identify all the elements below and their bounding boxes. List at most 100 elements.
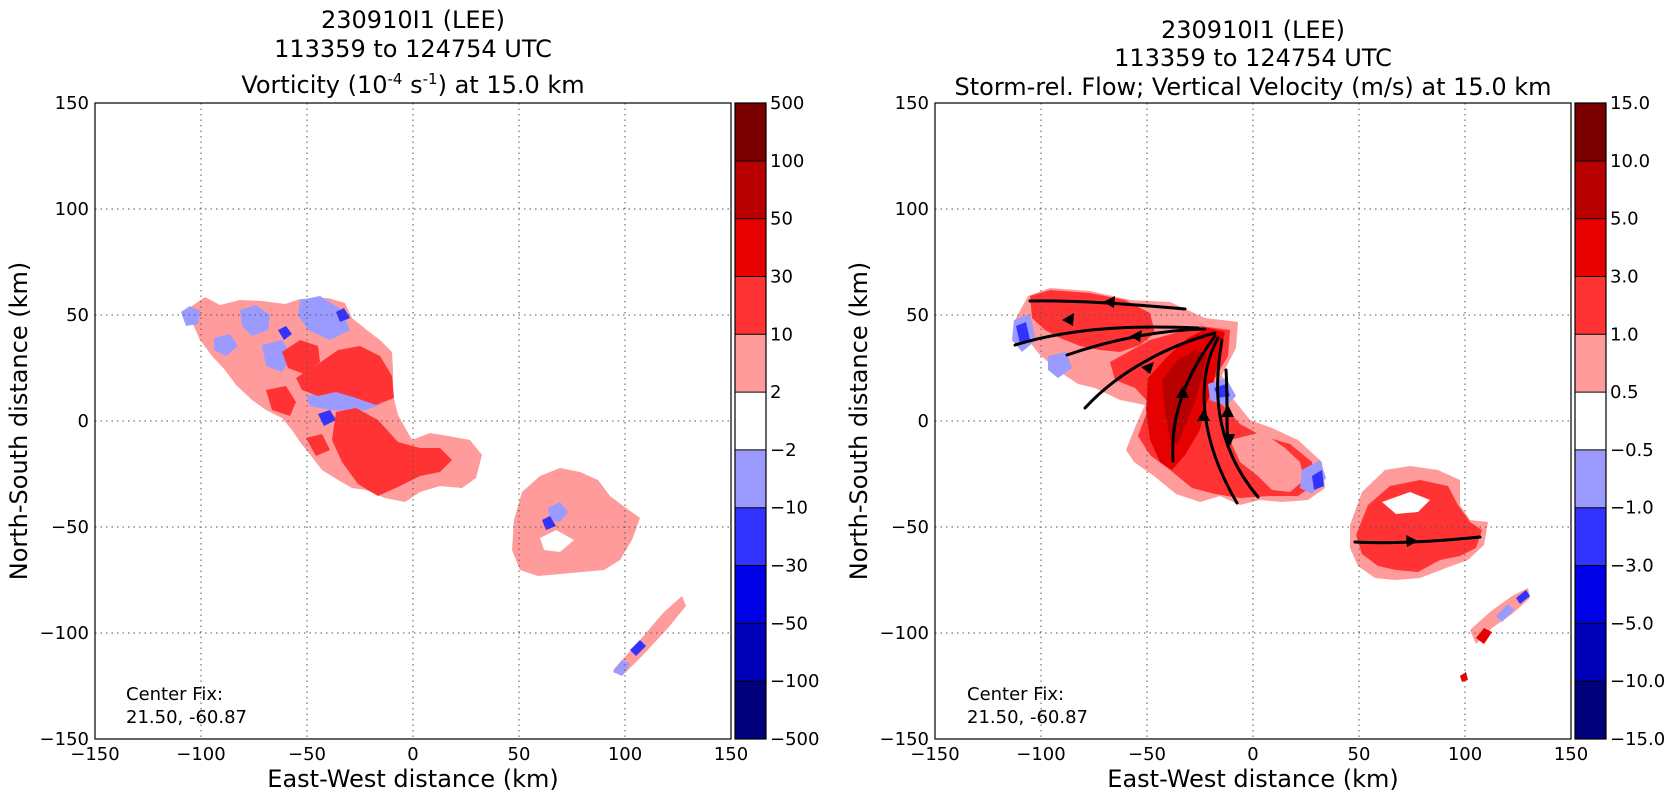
left-xtick-label: −100 — [176, 744, 225, 765]
right-xtick-label: 0 — [1247, 744, 1258, 765]
left-vort-pos-mid-2 — [282, 340, 320, 374]
left-vort-neg-light-lower-band — [613, 660, 630, 676]
left-x-ticks: −150 −100 −50 0 50 100 150 — [70, 744, 748, 765]
left-title-line3: Vorticity (10-4 s-1) at 15.0 km — [241, 70, 584, 99]
right-w-neg-mid-3 — [1312, 470, 1324, 490]
left-xtick-label: −150 — [70, 744, 119, 765]
left-vort-neg-light-3 — [298, 296, 350, 340]
left-colorbar-label: 10 — [770, 324, 793, 345]
left-title-line1: 230910I1 (LEE) — [321, 6, 505, 34]
left-colorbar-label: −50 — [770, 613, 808, 634]
right-w-neg-light-lower-band — [1496, 604, 1514, 622]
right-x-ticks: −150 −100 −50 0 50 100 150 — [910, 744, 1588, 765]
left-ytick-label: 100 — [55, 199, 89, 220]
left-title-line2: 113359 to 124754 UTC — [274, 35, 552, 63]
left-colorbar-label: 50 — [770, 209, 793, 230]
streamline-arrowhead — [1221, 405, 1234, 417]
left-colorbar-label: −100 — [770, 671, 819, 692]
left-xtick-label: 150 — [714, 744, 748, 765]
right-w-pos-strong-speck — [1460, 672, 1468, 682]
left-colorbar-segment — [735, 392, 766, 451]
streamline-arrowhead — [1130, 330, 1142, 342]
left-ytick-label: 150 — [55, 93, 89, 114]
right-colorbar-segment — [1575, 449, 1606, 509]
right-colorbar-segment — [1575, 276, 1606, 335]
left-title-part2: s — [402, 71, 422, 99]
streamline-arrowhead — [1062, 313, 1074, 326]
right-center-fix-label: Center Fix: — [967, 684, 1064, 705]
right-colorbar-label: −15.0 — [1610, 729, 1665, 750]
left-panel: 230910I1 (LEE) 113359 to 124754 UTC Vort… — [5, 6, 819, 793]
streamline — [1083, 331, 1217, 410]
streamline-arrowhead — [1103, 296, 1115, 308]
right-colorbar-label: −3.0 — [1610, 556, 1654, 577]
left-ytick-label: −100 — [40, 623, 89, 644]
left-title-part1: Vorticity (10 — [241, 71, 387, 99]
right-ytick-label: −100 — [880, 623, 929, 644]
right-w-pos-light-band — [1230, 432, 1304, 492]
left-ytick-label: −50 — [51, 517, 89, 538]
left-contour-field — [181, 296, 686, 676]
left-xtick-label: 50 — [508, 744, 531, 765]
left-colorbar-label: −500 — [770, 729, 819, 750]
left-colorbar-frame — [734, 102, 767, 740]
right-colorbar-segment — [1575, 623, 1606, 682]
streamline-arrowhead — [1197, 409, 1210, 421]
left-colorbar-segment — [735, 334, 766, 393]
left-vort-neg-mid-1 — [318, 410, 336, 426]
right-colorbar-label: −1.0 — [1610, 498, 1654, 519]
left-colorbar-label: −10 — [770, 498, 808, 519]
left-ytick-label: 50 — [66, 305, 89, 326]
left-y-axis-label: North-South distance (km) — [5, 262, 33, 581]
right-title-line3: Storm-rel. Flow; Vertical Velocity (m/s)… — [955, 73, 1552, 101]
right-colorbar-segment — [1575, 103, 1606, 162]
right-xtick-label: −150 — [910, 744, 959, 765]
right-plot-bg — [935, 103, 1571, 739]
left-colorbar-label: 500 — [770, 93, 804, 114]
right-colorbar-label: 0.5 — [1610, 382, 1639, 403]
right-x-axis-label: East-West distance (km) — [1107, 765, 1398, 793]
left-vort-pos-mid-4 — [266, 386, 296, 416]
left-y-ticks: 150 100 50 0 −50 −100 −150 — [40, 93, 89, 750]
left-plot-bg — [95, 103, 731, 739]
left-plot-frame — [94, 102, 732, 740]
left-colorbar-segment — [735, 276, 766, 335]
right-xtick-label: −100 — [1016, 744, 1065, 765]
left-colorbar-segment — [735, 623, 766, 682]
right-ytick-label: −50 — [891, 517, 929, 538]
right-colorbar-segment — [1575, 218, 1606, 277]
left-x-axis-label: East-West distance (km) — [267, 765, 558, 793]
left-vort-pos-mid-3 — [332, 408, 452, 496]
left-colorbar-segment — [735, 449, 766, 509]
right-colorbar: 15.0 10.0 5.0 3.0 1.0 0.5 −0.5 −1.0 −3.0 −5.0 −10.… — [1574, 93, 1665, 750]
streamline-arrowhead — [1406, 535, 1418, 547]
left-vort-neg-mid-2 — [278, 326, 292, 340]
left-colorbar-label: −30 — [770, 556, 808, 577]
right-colorbar-label: 10.0 — [1610, 151, 1650, 172]
right-ytick-label: 150 — [895, 93, 929, 114]
left-vort-neg-mid-lower-band — [630, 640, 646, 656]
right-plot-frame — [934, 102, 1572, 740]
left-vort-pos-light-lower-band — [613, 596, 686, 676]
right-colorbar-label: 3.0 — [1610, 266, 1639, 287]
right-colorbar-frame — [1574, 102, 1607, 740]
right-colorbar-label: 15.0 — [1610, 93, 1650, 114]
right-colorbar-label: 1.0 — [1610, 324, 1639, 345]
left-colorbar-segment — [735, 160, 766, 220]
right-grid — [935, 103, 1571, 739]
right-colorbar-segment — [1575, 681, 1606, 740]
right-title-line2: 113359 to 124754 UTC — [1114, 44, 1392, 72]
left-colorbar-label: 100 — [770, 151, 804, 172]
right-streamline-arrows — [1062, 296, 1418, 547]
right-colorbar-segment — [1575, 507, 1606, 567]
right-colorbar-label: −0.5 — [1610, 440, 1654, 461]
left-center-fix-label: Center Fix: — [126, 684, 223, 705]
left-vort-neg-light-1 — [181, 306, 200, 326]
streamline-arrowhead — [1222, 434, 1235, 446]
right-colorbar-label: −10.0 — [1610, 671, 1665, 692]
left-xtick-label: −50 — [288, 744, 326, 765]
left-vort-neg-light-2 — [240, 305, 270, 336]
right-colorbar-segment — [1575, 565, 1606, 624]
right-w-neg-mid-1 — [1016, 322, 1030, 344]
